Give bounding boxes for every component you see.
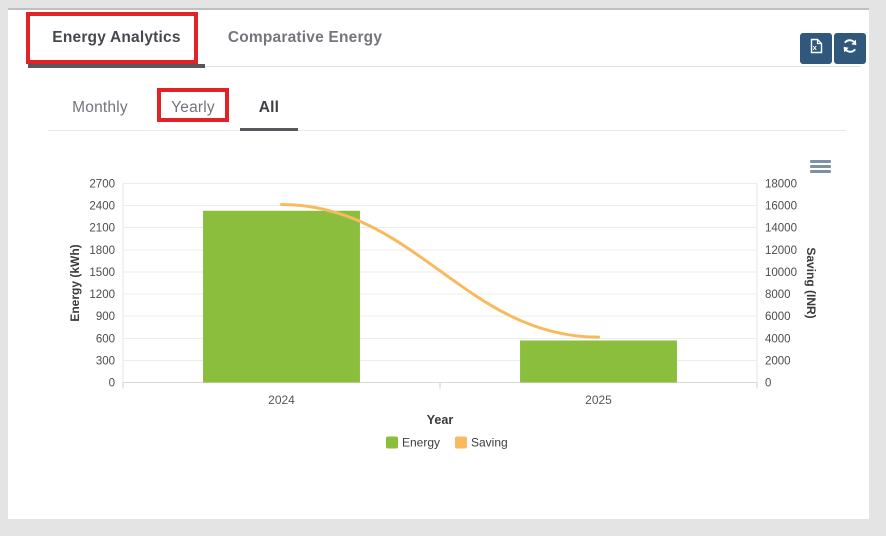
active-subtab-underline (240, 128, 298, 131)
svg-text:Energy: Energy (402, 436, 440, 450)
svg-text:2000: 2000 (765, 355, 791, 367)
svg-text:Saving: Saving (471, 436, 508, 450)
excel-file-icon: x (808, 38, 824, 59)
svg-text:2024: 2024 (268, 393, 295, 407)
svg-text:14000: 14000 (765, 223, 797, 235)
svg-text:2100: 2100 (89, 223, 115, 235)
svg-text:600: 600 (96, 333, 115, 345)
subtabs-divider (48, 130, 846, 131)
refresh-icon (842, 38, 858, 59)
subtab-all[interactable]: All (258, 99, 280, 116)
svg-text:6000: 6000 (765, 311, 791, 323)
svg-text:12000: 12000 (765, 245, 797, 257)
energy-chart: 0 300 600 900 1200 1500 1800 2100 2400 2700 0 2000 4… (8, 152, 869, 512)
refresh-button[interactable] (834, 33, 866, 64)
subtab-yearly[interactable]: Yearly (171, 99, 215, 116)
svg-text:0: 0 (109, 378, 115, 390)
svg-text:1500: 1500 (89, 267, 115, 279)
svg-text:2700: 2700 (89, 179, 115, 191)
svg-text:1800: 1800 (89, 245, 115, 257)
export-excel-button[interactable]: x (800, 33, 832, 64)
svg-text:x: x (813, 43, 818, 52)
analytics-card: Energy Analytics Comparative Energy x (8, 8, 869, 519)
svg-text:10000: 10000 (765, 267, 797, 279)
tabbar-divider (28, 66, 861, 67)
chart-menu-icon[interactable] (810, 160, 831, 173)
svg-text:1200: 1200 (89, 289, 115, 301)
main-tabbar: Energy Analytics Comparative Energy x (8, 10, 869, 68)
tab-comparative-energy[interactable]: Comparative Energy (227, 29, 383, 46)
svg-text:0: 0 (765, 378, 771, 390)
svg-text:8000: 8000 (765, 289, 791, 301)
svg-text:18000: 18000 (765, 179, 797, 191)
svg-text:Year: Year (427, 413, 454, 427)
active-tab-underline (28, 64, 205, 68)
tab-energy-analytics[interactable]: Energy Analytics (52, 29, 181, 46)
bar-2025 (520, 340, 677, 383)
svg-text:Energy (kWh): Energy (kWh) (68, 244, 82, 321)
bar-2024 (203, 210, 360, 383)
svg-text:2025: 2025 (585, 393, 612, 407)
subtab-monthly[interactable]: Monthly (72, 99, 128, 116)
svg-text:16000: 16000 (765, 201, 797, 213)
range-subtabs: Monthly Yearly All (8, 88, 869, 132)
svg-text:4000: 4000 (765, 333, 791, 345)
chart-canvas[interactable]: 0 300 600 900 1200 1500 1800 2100 2400 2700 0 2000 4… (8, 152, 869, 512)
svg-text:2400: 2400 (89, 201, 115, 213)
svg-text:300: 300 (96, 355, 115, 367)
svg-text:Saving (INR): Saving (INR) (804, 247, 818, 318)
svg-text:900: 900 (96, 311, 115, 323)
